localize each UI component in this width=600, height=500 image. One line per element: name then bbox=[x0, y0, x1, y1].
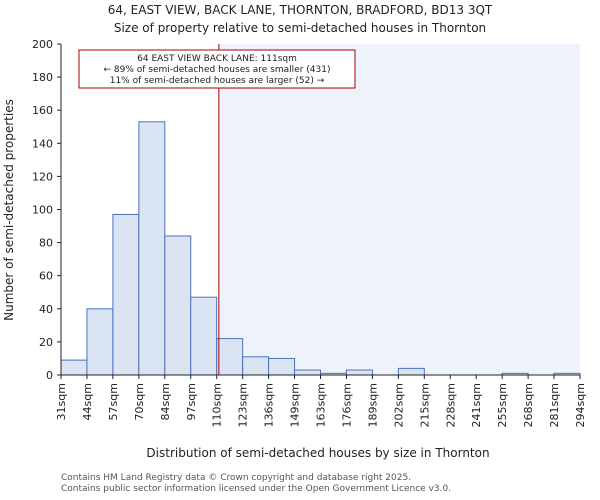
x-tick-label-268sqm: 268sqm bbox=[522, 383, 535, 427]
y-tick-label-200: 200 bbox=[32, 38, 53, 51]
x-tick-label-163sqm: 163sqm bbox=[315, 383, 328, 427]
x-tick-label-294sqm: 294sqm bbox=[574, 383, 587, 427]
y-tick-label-60: 60 bbox=[39, 270, 53, 283]
y-tick-label-160: 160 bbox=[32, 104, 53, 117]
x-tick-label-136sqm: 136sqm bbox=[263, 383, 276, 427]
x-tick-label-255sqm: 255sqm bbox=[496, 383, 509, 427]
x-tick-label-31sqm: 31sqm bbox=[55, 383, 68, 420]
chart-title-line1: 64, EAST VIEW, BACK LANE, THORNTON, BRAD… bbox=[108, 3, 493, 17]
x-tick-label-123sqm: 123sqm bbox=[237, 383, 250, 427]
x-axis-label: Distribution of semi-detached houses by … bbox=[146, 446, 489, 460]
x-tick-label-84sqm: 84sqm bbox=[159, 383, 172, 420]
bar-84sqm bbox=[164, 235, 192, 376]
x-tick-label-189sqm: 189sqm bbox=[366, 383, 379, 427]
x-tick-label-149sqm: 149sqm bbox=[289, 383, 302, 427]
x-tick-label-228sqm: 228sqm bbox=[444, 383, 457, 427]
annotation-box bbox=[78, 49, 356, 89]
footer-line2: Contains public sector information licen… bbox=[61, 484, 452, 494]
bar-149sqm bbox=[294, 369, 321, 376]
bar-136sqm bbox=[268, 357, 296, 376]
bar-123sqm bbox=[242, 356, 270, 376]
bar-110sqm bbox=[216, 338, 244, 376]
x-tick-label-97sqm: 97sqm bbox=[185, 383, 198, 420]
x-tick-label-241sqm: 241sqm bbox=[470, 383, 483, 427]
chart-title-line2: Size of property relative to semi-detach… bbox=[114, 21, 486, 35]
x-tick-label-176sqm: 176sqm bbox=[340, 383, 353, 427]
annotation-line-1: 64 EAST VIEW BACK LANE: 111sqm bbox=[137, 54, 297, 64]
y-tick-label-120: 120 bbox=[32, 170, 53, 183]
bar-176sqm bbox=[345, 369, 373, 376]
x-tick-label-57sqm: 57sqm bbox=[107, 383, 120, 420]
x-tick-label-70sqm: 70sqm bbox=[133, 383, 146, 420]
bar-202sqm bbox=[397, 367, 425, 376]
y-tick-label-100: 100 bbox=[32, 204, 53, 217]
bar-31sqm bbox=[60, 359, 88, 376]
plot-area: 0 20 40 60 80 100 120 140 160 180 200 31sqm 44sqm 57s… bbox=[32, 38, 587, 427]
annotation-line-2: ← 89% of semi-detached houses are smalle… bbox=[104, 65, 331, 75]
annotation-line-3: 11% of semi-detached houses are larger (… bbox=[110, 76, 325, 86]
y-tick-label-40: 40 bbox=[39, 303, 53, 316]
y-tick-label-0: 0 bbox=[46, 369, 53, 382]
x-tick-label-110sqm: 110sqm bbox=[211, 383, 224, 427]
x-tick-label-44sqm: 44sqm bbox=[81, 383, 94, 420]
y-axis-label: Number of semi-detached properties bbox=[2, 99, 16, 321]
bar-97sqm bbox=[190, 296, 218, 376]
bar-70sqm bbox=[138, 121, 166, 376]
x-tick-label-281sqm: 281sqm bbox=[548, 383, 561, 427]
y-tick-label-140: 140 bbox=[32, 137, 53, 150]
footer-line1: Contains HM Land Registry data © Crown c… bbox=[61, 473, 412, 483]
y-tick-label-180: 180 bbox=[32, 71, 53, 84]
x-tick-label-202sqm: 202sqm bbox=[392, 383, 405, 427]
y-tick-label-80: 80 bbox=[39, 237, 53, 250]
x-tick-label-215sqm: 215sqm bbox=[418, 383, 431, 427]
y-tick-label-20: 20 bbox=[39, 336, 53, 349]
highlight-region bbox=[218, 44, 580, 375]
bar-44sqm bbox=[86, 308, 114, 376]
bar-57sqm bbox=[112, 213, 140, 376]
